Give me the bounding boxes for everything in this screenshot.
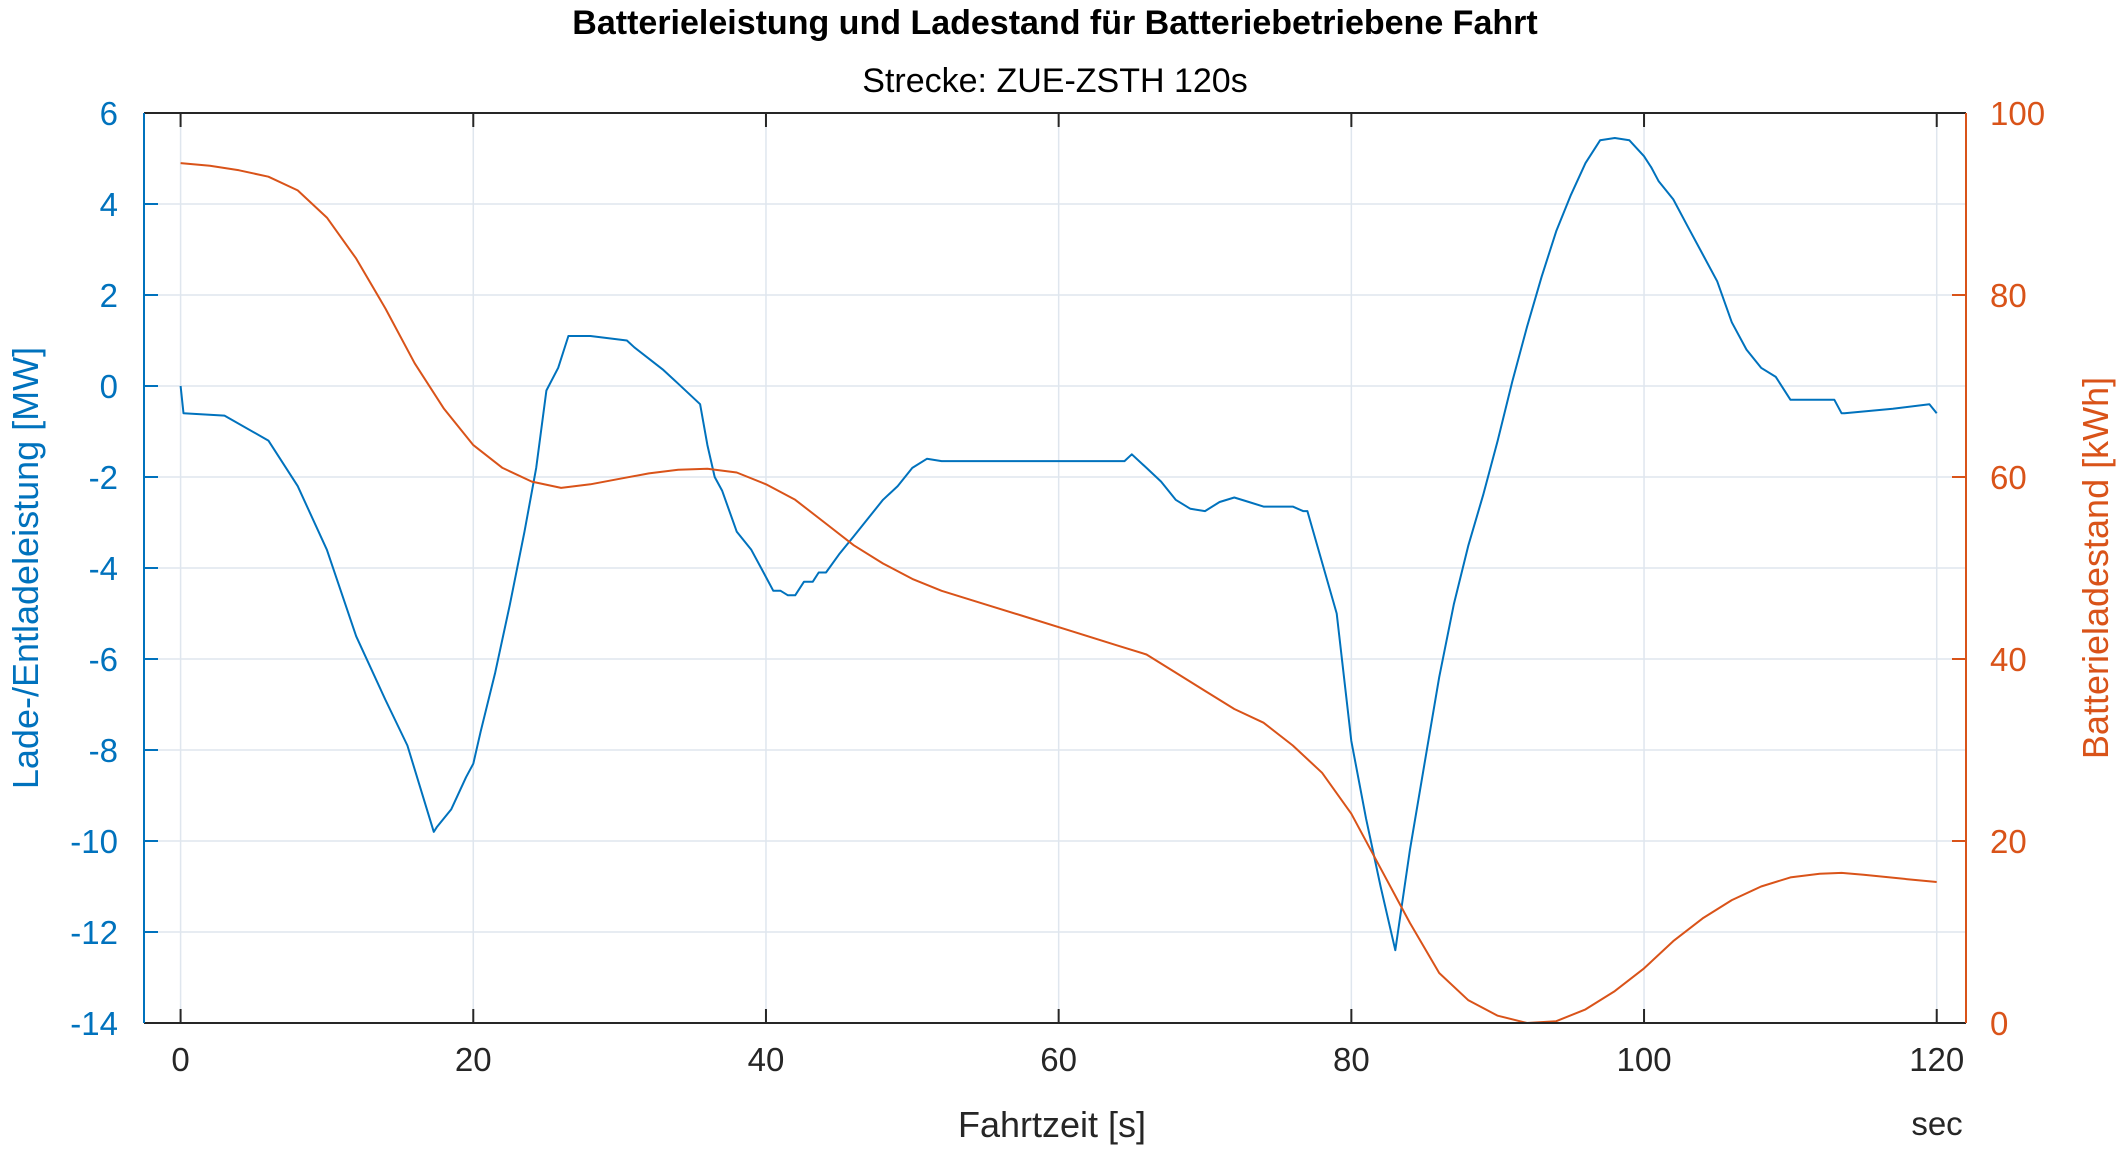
- x-tick-label: 80: [1333, 1041, 1370, 1078]
- y-left-tick-label: -6: [89, 641, 118, 678]
- y-left-tick-label: -10: [70, 823, 118, 860]
- y-left-tick-label: -2: [89, 459, 118, 496]
- y-left-tick-label: -8: [89, 732, 118, 769]
- y-right-tick-label: 80: [1990, 277, 2027, 314]
- x-tick-label: 40: [748, 1041, 785, 1078]
- y-right-tick-label: 100: [1990, 95, 2045, 132]
- x-tick-label: 20: [455, 1041, 492, 1078]
- series-line-leistung: [179, 137, 1938, 952]
- y-left-tick-label: 4: [100, 186, 118, 223]
- x-axis-unit-label: sec: [1911, 1105, 1962, 1142]
- series-layer: [179, 137, 1938, 1024]
- y-left-tick-label: -12: [70, 914, 118, 951]
- y-left-tick-label: 0: [100, 368, 118, 405]
- y-left-tick-label: -14: [70, 1005, 118, 1042]
- y-right-tick-label: 0: [1990, 1005, 2008, 1042]
- tick-labels: 0 20 40 60 80 100 1206420-2-4-6-8-10-12-141008…: [70, 95, 2045, 1078]
- x-tick-label: 120: [1909, 1041, 1964, 1078]
- x-tick-label: 100: [1617, 1041, 1672, 1078]
- y-left-tick-label: 6: [100, 95, 118, 132]
- y-axis-right-title: Batterieladestand [kWh]: [2075, 377, 2116, 759]
- y-axis-left-title: Lade-/Entladeleistung [MW]: [5, 347, 46, 789]
- x-tick-label: 60: [1040, 1041, 1077, 1078]
- chart-title: Batterieleistung und Ladestand für Batte…: [572, 4, 1537, 42]
- axes-frame: [143, 112, 1967, 1024]
- x-axis-title: Fahrtzeit [s]: [958, 1104, 1146, 1145]
- series-line-ladestand: [180, 162, 1937, 1024]
- y-right-tick-label: 40: [1990, 641, 2027, 678]
- y-right-tick-label: 20: [1990, 823, 2027, 860]
- x-tick-label: 0: [171, 1041, 189, 1078]
- chart-subtitle: Strecke: ZUE-ZSTH 120s: [862, 62, 1247, 100]
- y-left-tick-label: -4: [89, 550, 118, 587]
- y-right-tick-label: 60: [1990, 459, 2027, 496]
- y-left-tick-label: 2: [100, 277, 118, 314]
